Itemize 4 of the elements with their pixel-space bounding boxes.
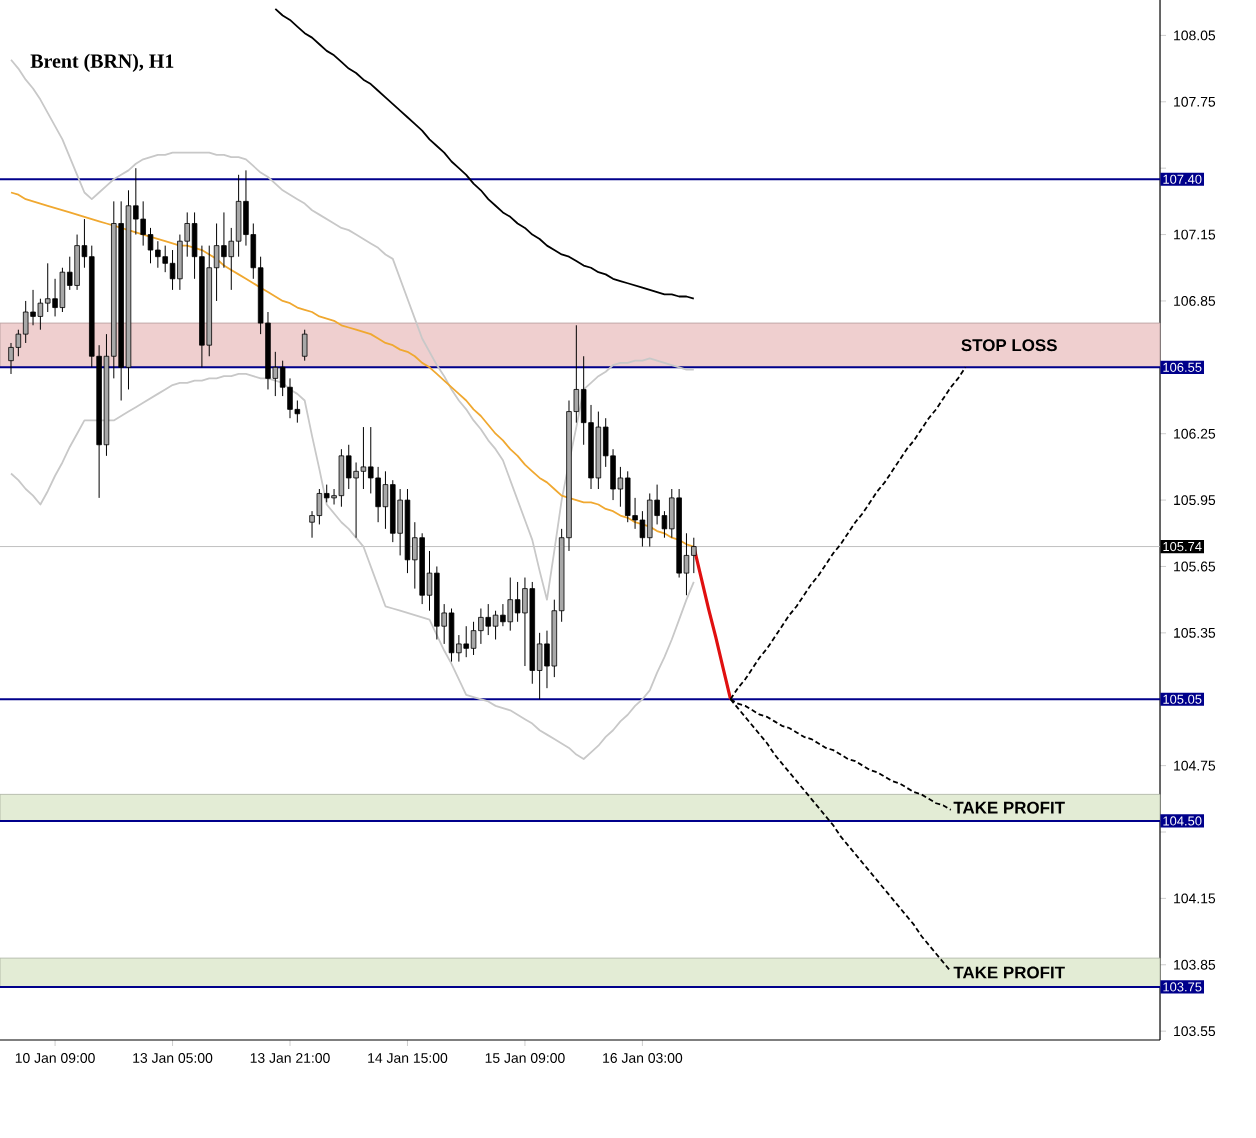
band-label: TAKE PROFIT: [953, 966, 1065, 979]
band-label: STOP LOSS: [961, 339, 1057, 352]
text: Brent (BRN), H1: [30, 53, 174, 72]
band-label: TAKE PROFIT: [953, 801, 1065, 814]
